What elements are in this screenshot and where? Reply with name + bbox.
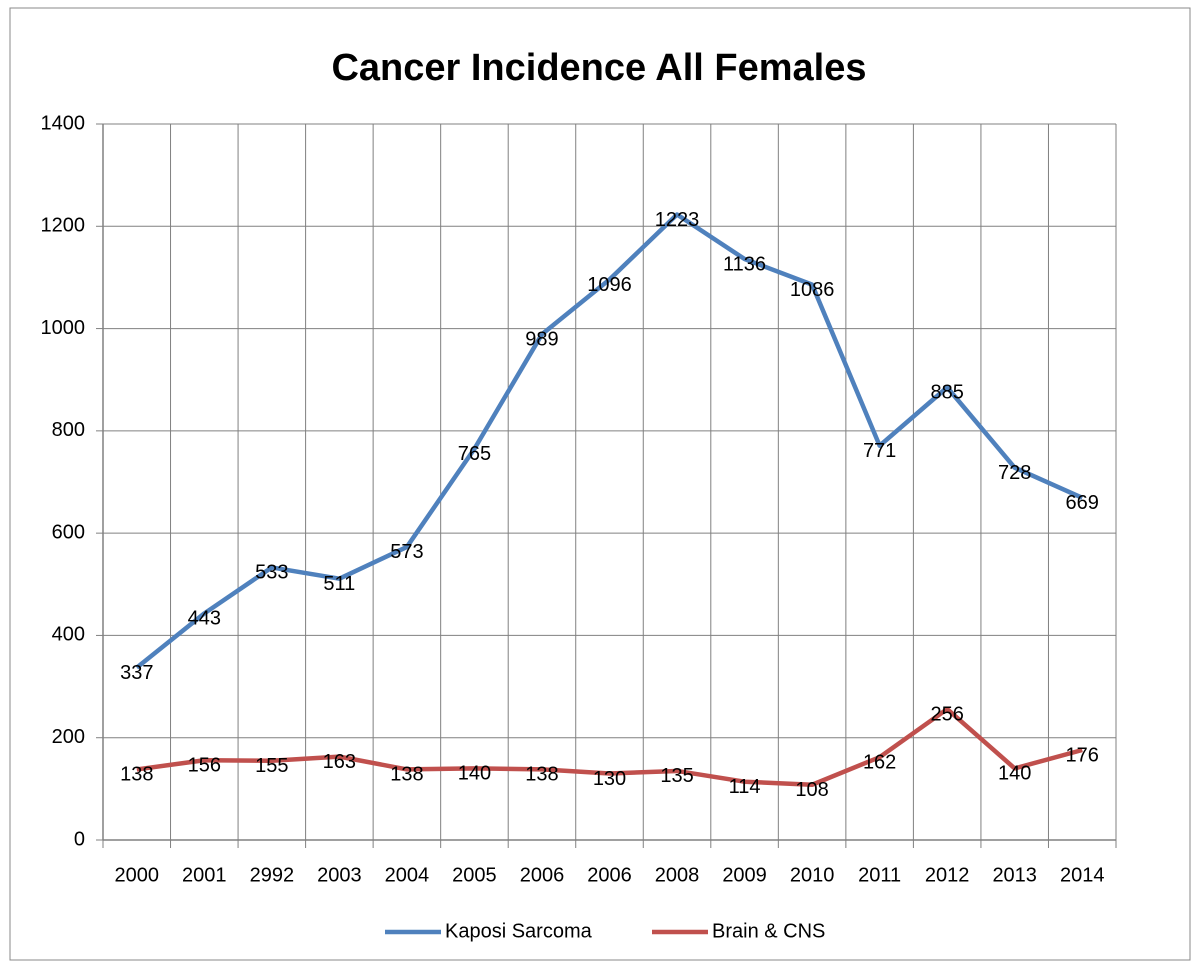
x-tick-label: 2009 (722, 864, 767, 886)
data-label: 1086 (790, 279, 835, 301)
data-label: 162 (863, 751, 896, 773)
data-label: 140 (998, 763, 1031, 785)
data-label: 163 (323, 751, 356, 773)
data-label: 1223 (655, 209, 700, 231)
data-label: 669 (1066, 492, 1099, 514)
data-label: 138 (120, 764, 153, 786)
x-tick-label: 2008 (655, 864, 700, 886)
data-label: 155 (255, 755, 288, 777)
data-label: 765 (458, 443, 491, 465)
legend-label: Kaposi Sarcoma (445, 920, 593, 942)
data-label: 885 (930, 382, 963, 404)
data-label: 156 (188, 754, 221, 776)
y-tick-label: 1400 (41, 112, 86, 134)
data-label: 573 (390, 541, 423, 563)
y-tick-label: 1200 (41, 215, 86, 237)
data-label: 140 (458, 763, 491, 785)
data-label: 108 (795, 779, 828, 801)
data-label: 728 (998, 462, 1031, 484)
data-label: 135 (660, 765, 693, 787)
x-tick-label: 2013 (992, 864, 1037, 886)
x-tick-label: 2001 (182, 864, 227, 886)
chart-title: Cancer Incidence All Females (331, 47, 866, 89)
x-tick-label: 2011 (858, 864, 901, 886)
data-label: 176 (1066, 744, 1099, 766)
x-tick-label: 2006 (587, 864, 632, 886)
data-label: 511 (323, 573, 355, 595)
y-tick-label: 0 (74, 828, 85, 850)
data-label: 771 (863, 440, 896, 462)
y-tick-label: 400 (52, 624, 85, 646)
x-tick-label: 2003 (317, 864, 362, 886)
series-line (136, 706, 1083, 788)
x-tick-label: 2000 (115, 864, 160, 886)
x-tick-label: 2012 (925, 864, 970, 886)
data-label: 256 (930, 703, 963, 725)
x-tick-label: 2992 (250, 864, 295, 886)
data-label: 138 (390, 764, 423, 786)
data-label: 138 (525, 764, 558, 786)
data-label: 114 (729, 776, 761, 798)
legend-label: Brain & CNS (712, 920, 825, 942)
y-tick-label: 200 (52, 726, 85, 748)
x-tick-label: 2004 (385, 864, 430, 886)
data-label: 337 (120, 662, 153, 684)
y-tick-label: 800 (52, 419, 85, 441)
x-tick-label: 2014 (1060, 864, 1105, 886)
y-tick-label: 1000 (41, 317, 86, 339)
x-tick-label: 2010 (790, 864, 835, 886)
y-tick-label: 600 (52, 521, 85, 543)
data-label: 130 (593, 768, 626, 790)
data-label: 1096 (587, 274, 632, 296)
series-line (135, 212, 1084, 670)
data-label: 1136 (723, 253, 766, 275)
x-tick-label: 2006 (520, 864, 565, 886)
data-label: 443 (188, 608, 221, 630)
data-label: 533 (255, 562, 288, 584)
chart-frame (9, 7, 1191, 961)
x-tick-label: 2005 (452, 864, 497, 886)
data-label: 989 (525, 328, 558, 350)
